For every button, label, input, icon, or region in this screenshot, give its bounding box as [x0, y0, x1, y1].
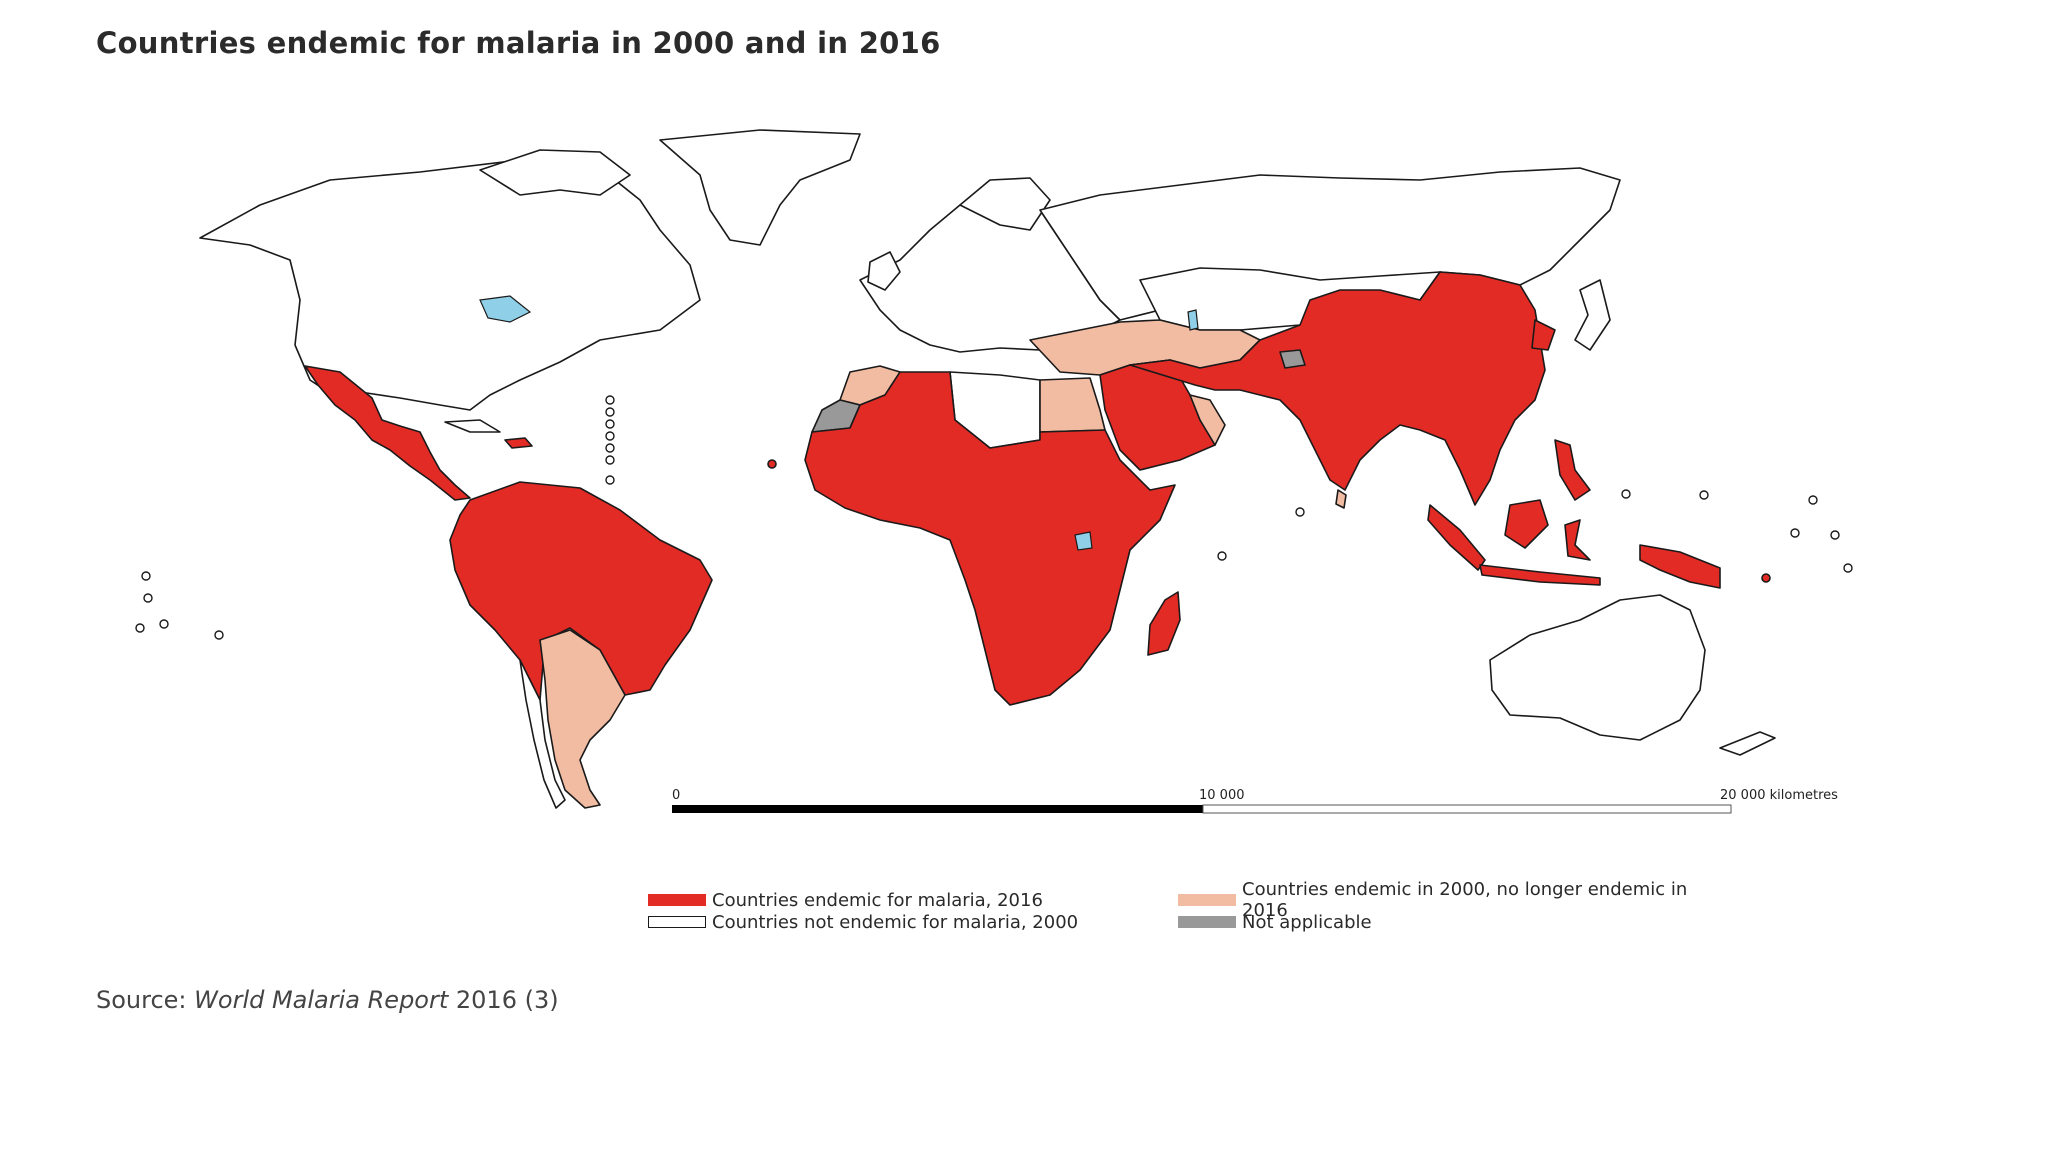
scale-bar-filled	[672, 805, 1203, 813]
island-marker	[1843, 563, 1853, 573]
island-marker-endemic	[1761, 573, 1771, 583]
lake-victoria	[1074, 531, 1093, 551]
island-marker	[143, 593, 153, 603]
island-marker	[1808, 495, 1818, 505]
island-marker	[214, 630, 224, 640]
not-applicable-asia	[1279, 349, 1306, 369]
great-lakes	[479, 295, 532, 323]
scale-label-mid: 10 000	[1199, 788, 1245, 803]
legend-swatch	[1178, 894, 1236, 906]
island-marker	[1295, 507, 1305, 517]
philippines	[1554, 439, 1591, 501]
korea	[1531, 319, 1556, 351]
island-marker	[605, 443, 615, 453]
legend-item-not-applicable: Not applicable	[1178, 911, 1738, 933]
source-suffix: 2016 (3)	[448, 986, 559, 1014]
legend-label: Not applicable	[1242, 911, 1372, 933]
scale-label-start: 0	[672, 788, 680, 803]
island-marker	[605, 455, 615, 465]
java-timor	[1479, 564, 1601, 586]
map-title: Countries endemic for malaria in 2000 an…	[96, 26, 941, 60]
sumatra	[1427, 504, 1486, 571]
new-guinea	[1639, 544, 1721, 589]
map-legend: Countries endemic for malaria, 2016 Coun…	[648, 879, 1738, 933]
hispaniola	[504, 437, 533, 449]
legend-label: Countries endemic in 2000, no longer end…	[1242, 879, 1688, 921]
greenland	[659, 129, 861, 246]
legend-label: Countries not endemic for malaria, 2000	[712, 911, 1079, 933]
island-marker	[1621, 489, 1631, 499]
legend-swatch	[1178, 916, 1236, 928]
asia-endemic	[1129, 271, 1546, 506]
source-prefix: Source:	[96, 986, 195, 1014]
island-marker	[1217, 551, 1227, 561]
scale-bar-empty	[1202, 804, 1732, 814]
uk-ireland	[867, 251, 901, 291]
island-marker	[605, 431, 615, 441]
island-marker	[159, 619, 169, 629]
madagascar	[1147, 591, 1181, 656]
arctic-islands	[479, 149, 631, 196]
scale-label-end: 20 000 kilometres	[1720, 788, 1838, 803]
island-marker	[1790, 528, 1800, 538]
egypt	[1039, 377, 1106, 433]
south-america-former	[539, 629, 626, 809]
island-marker	[605, 407, 615, 417]
scale-bar: 0 10 000 20 000 kilometres	[672, 788, 1838, 814]
island-marker	[135, 623, 145, 633]
legend-item-endemic-2016: Countries endemic for malaria, 2016	[648, 889, 1178, 911]
africa-endemic	[804, 371, 1176, 706]
south-america-chile	[519, 659, 566, 809]
island-marker	[605, 395, 615, 405]
sulawesi	[1564, 519, 1591, 561]
gulf-former	[1189, 394, 1226, 446]
island-marker	[1699, 490, 1709, 500]
legend-swatch	[648, 894, 706, 906]
source-note: Source: World Malaria Report 2016 (3)	[96, 986, 559, 1014]
north-america	[199, 159, 701, 411]
mexico-central-america	[304, 365, 471, 501]
caspian-sea	[1187, 309, 1199, 331]
cuba	[444, 419, 501, 433]
australia	[1489, 594, 1706, 741]
island-marker-endemic	[767, 459, 777, 469]
legend-label: Countries endemic for malaria, 2016	[712, 889, 1043, 911]
japan	[1574, 279, 1611, 351]
legend-item-former: Countries endemic in 2000, no longer end…	[1178, 879, 1738, 921]
island-marker	[141, 571, 151, 581]
source-report-title: World Malaria Report	[194, 986, 449, 1014]
new-zealand	[1719, 731, 1776, 756]
island-marker	[605, 475, 615, 485]
island-marker	[605, 419, 615, 429]
sri-lanka	[1335, 489, 1347, 509]
borneo	[1504, 499, 1549, 549]
island-marker	[1830, 530, 1840, 540]
scandinavia	[959, 177, 1051, 231]
legend-swatch	[648, 916, 706, 928]
legend-item-not-endemic: Countries not endemic for malaria, 2000	[648, 911, 1178, 933]
